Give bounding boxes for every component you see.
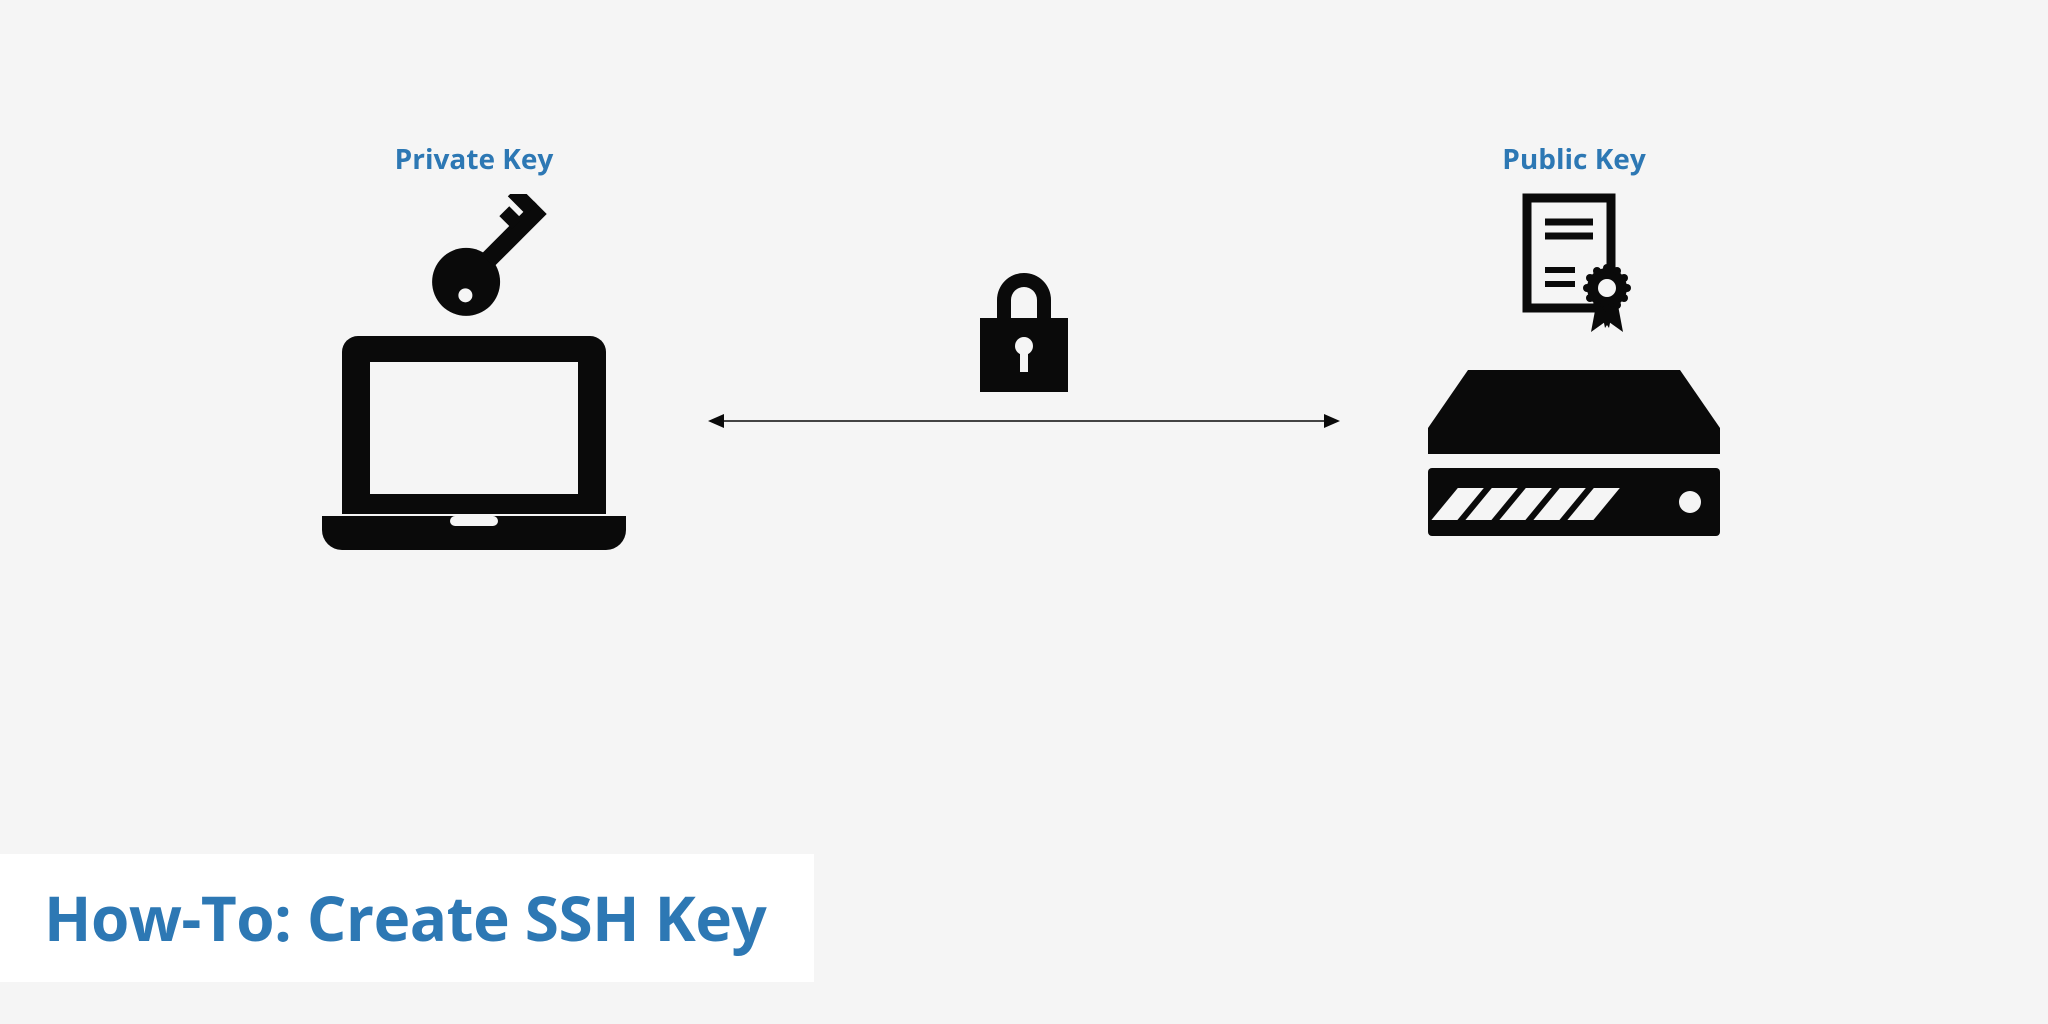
server-icon — [1404, 352, 1744, 552]
key-icon — [414, 194, 564, 324]
private-key-column: Private Key — [244, 140, 704, 560]
bidirectional-arrow — [704, 406, 1344, 436]
connection-column — [704, 260, 1344, 436]
public-key-label: Public Key — [1502, 140, 1646, 178]
lock-icon — [964, 260, 1084, 400]
title-caption-box: How-To: Create SSH Key — [0, 854, 814, 982]
public-key-column: Public Key — [1344, 140, 1804, 552]
private-key-label: Private Key — [395, 140, 554, 178]
ssh-key-diagram: Private Key — [0, 140, 2048, 560]
certificate-icon — [1509, 192, 1639, 342]
laptop-icon — [314, 330, 634, 560]
page-title: How-To: Create SSH Key — [44, 876, 766, 960]
